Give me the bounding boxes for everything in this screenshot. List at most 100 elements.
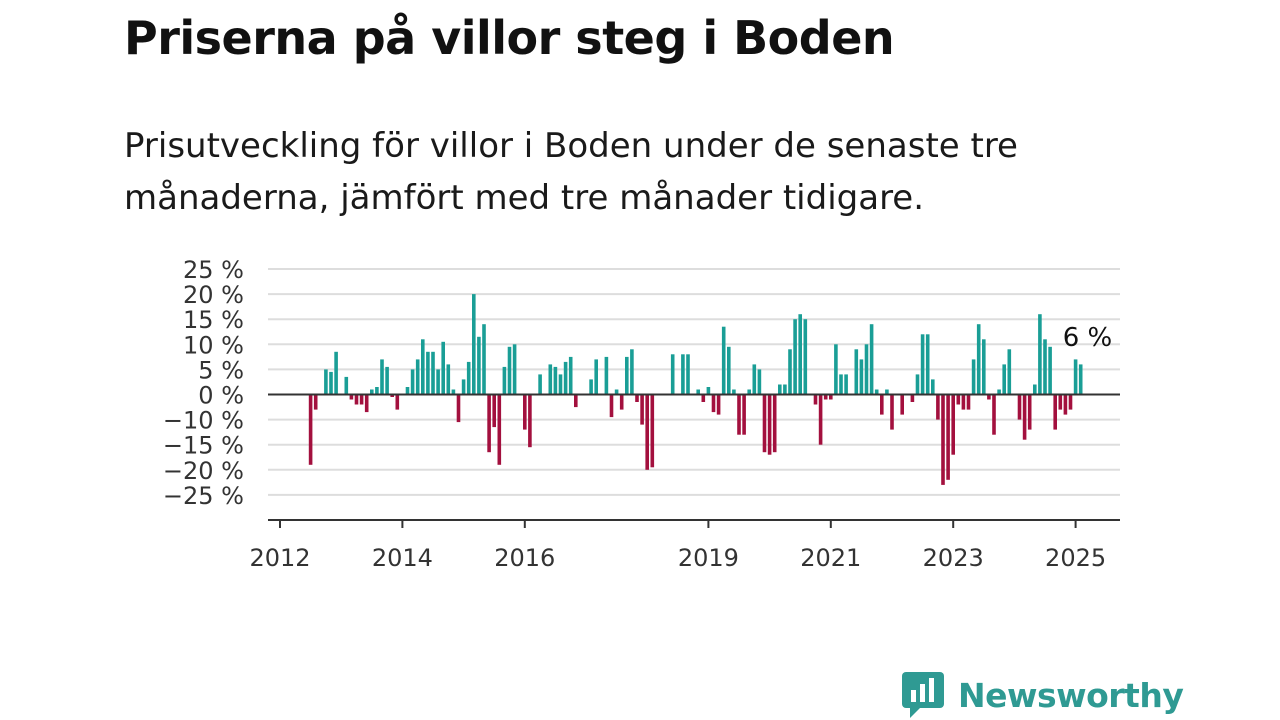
bar xyxy=(313,394,318,410)
bar xyxy=(472,294,476,395)
bar xyxy=(370,389,374,395)
bar xyxy=(890,394,894,430)
bar xyxy=(497,394,502,465)
bar xyxy=(1017,394,1022,420)
bar xyxy=(421,339,425,395)
bar xyxy=(813,394,818,405)
bar xyxy=(395,394,400,410)
bar xyxy=(732,389,736,395)
bar xyxy=(436,369,440,395)
bar-chart: 25 %20 %15 %10 %5 %0 %−10 %−15 %−20 %−25… xyxy=(163,256,1120,572)
bar xyxy=(696,389,700,395)
bar xyxy=(778,384,782,395)
bar xyxy=(589,379,593,395)
bar xyxy=(441,341,445,395)
bar xyxy=(1068,394,1073,410)
bar xyxy=(609,394,614,418)
bar xyxy=(375,387,379,395)
bar xyxy=(431,351,435,395)
bar xyxy=(568,356,573,395)
bar xyxy=(563,361,568,395)
bar xyxy=(716,394,721,415)
bar xyxy=(461,379,466,395)
bar xyxy=(772,394,777,453)
bar xyxy=(910,394,915,402)
bar xyxy=(1022,394,1027,440)
x-tick-label: 2023 xyxy=(923,544,984,572)
bar xyxy=(558,374,563,395)
bar xyxy=(966,394,971,410)
bar xyxy=(798,314,802,395)
bar xyxy=(1002,364,1006,395)
bar xyxy=(477,336,481,395)
y-tick-label: 15 % xyxy=(183,306,244,334)
bar xyxy=(446,364,451,395)
bar xyxy=(1043,339,1047,395)
logo-text: Newsworthy xyxy=(958,675,1184,715)
bar xyxy=(931,379,935,395)
bar xyxy=(1058,394,1063,410)
bar xyxy=(737,394,741,435)
bar xyxy=(946,394,950,480)
bar xyxy=(997,389,1001,395)
bar xyxy=(767,394,772,455)
y-axis-labels: 25 %20 %15 %10 %5 %0 %−10 %−15 %−20 %−25… xyxy=(163,256,244,510)
bar xyxy=(721,326,726,395)
bar xyxy=(925,334,930,395)
bar xyxy=(1078,364,1083,395)
bar xyxy=(941,394,945,485)
bar xyxy=(788,349,792,395)
bar xyxy=(670,354,675,395)
bar xyxy=(630,349,634,395)
bar xyxy=(793,319,797,395)
bar xyxy=(456,394,461,423)
bar xyxy=(349,394,354,400)
bar xyxy=(971,359,976,395)
bar xyxy=(1048,346,1052,395)
bar xyxy=(324,369,328,395)
y-tick-label: 5 % xyxy=(198,356,244,384)
bar xyxy=(844,374,848,395)
bar xyxy=(936,394,940,420)
y-tick-label: −20 % xyxy=(163,457,244,485)
bar xyxy=(915,374,920,395)
bar xyxy=(645,394,649,470)
bar xyxy=(405,387,410,395)
bar xyxy=(711,394,716,413)
bar xyxy=(329,371,333,395)
bar xyxy=(650,394,655,468)
chart-subtitle: Prisutveckling för villor i Boden under … xyxy=(124,126,1018,218)
bar xyxy=(869,324,874,395)
bar xyxy=(1063,394,1068,415)
bar xyxy=(706,387,711,395)
bar xyxy=(364,394,369,413)
bar xyxy=(410,369,415,395)
bar xyxy=(594,359,598,395)
bar xyxy=(757,369,762,395)
x-tick-label: 2014 xyxy=(372,544,433,572)
bar xyxy=(354,394,359,405)
bar xyxy=(604,356,609,395)
bar xyxy=(507,346,512,395)
bar xyxy=(415,359,420,395)
bar xyxy=(834,344,838,395)
bar xyxy=(686,354,690,395)
bar xyxy=(466,361,471,395)
x-tick-label: 2012 xyxy=(249,544,310,572)
bar xyxy=(426,351,430,395)
bar-chart-speech-bubble-icon xyxy=(902,672,944,718)
bar xyxy=(987,394,991,400)
x-tick-label: 2021 xyxy=(800,544,861,572)
bar xyxy=(492,394,496,428)
bar xyxy=(727,346,731,395)
y-tick-label: −25 % xyxy=(163,482,244,510)
bar xyxy=(635,394,639,402)
newsworthy-logo: Newsworthy xyxy=(902,672,1184,718)
bar xyxy=(538,374,542,395)
y-tick-label: 10 % xyxy=(183,331,244,359)
bar xyxy=(390,394,394,397)
bar xyxy=(344,376,349,395)
bar xyxy=(640,394,644,425)
bar xyxy=(523,394,527,430)
bar xyxy=(1027,394,1032,430)
